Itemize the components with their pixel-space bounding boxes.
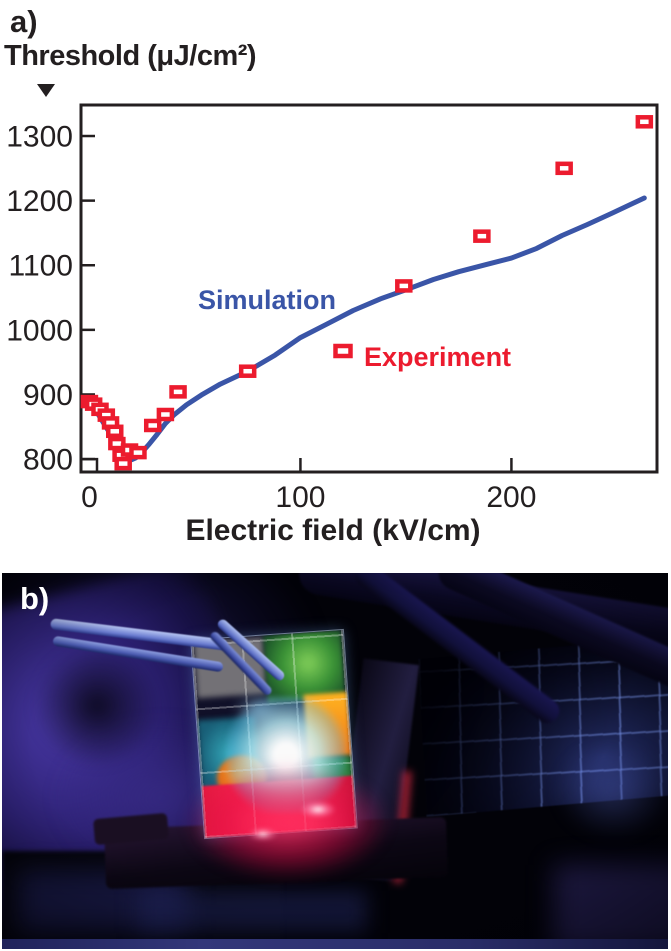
axis-corner-notch [81,457,99,472]
y-axis-arrow-icon [37,84,55,97]
photo-vignette [2,573,668,949]
experiment-point [114,456,132,471]
y-tick-label: 900 [23,379,73,412]
experiment-point [156,407,175,422]
panel-a-label: a) [10,4,38,39]
y-tick-label: 800 [23,444,73,477]
experiment-point [473,229,491,243]
x-axis-title: Electric field (kV/cm) [185,514,480,547]
panel-b-photo: b) [2,573,668,949]
experiment-point [106,424,124,439]
photo-bottom-strip [2,939,668,949]
legend-experiment-label: Experiment [364,342,511,372]
y-tick-label: 1100 [8,250,73,283]
experiment-point [555,161,573,176]
legend-simulation-label: Simulation [198,285,336,315]
y-axis-title: Threshold (μJ/cm²) [4,40,257,72]
threshold-chart: Electric field (kV/cm) 80090010001100120… [6,103,659,547]
experiment-point [169,385,187,399]
panel-a-chart: a) Threshold (μJ/cm²) Electric field (kV… [4,4,659,547]
experiment-point [635,115,654,129]
experiment-point [143,418,162,433]
x-tick-label: 0 [81,481,98,514]
y-tick-label: 1300 [6,121,73,154]
panel-b-label: b) [20,581,50,616]
legend-experiment-marker [333,343,353,359]
experiment-point [238,364,257,378]
y-tick-label: 1000 [6,314,73,347]
experiment-point [395,279,413,293]
plot-frame [79,103,659,474]
experiment-point [129,445,147,460]
x-tick-label: 100 [275,481,325,514]
y-tick-label: 1200 [6,185,73,218]
x-tick-label: 200 [486,481,536,514]
